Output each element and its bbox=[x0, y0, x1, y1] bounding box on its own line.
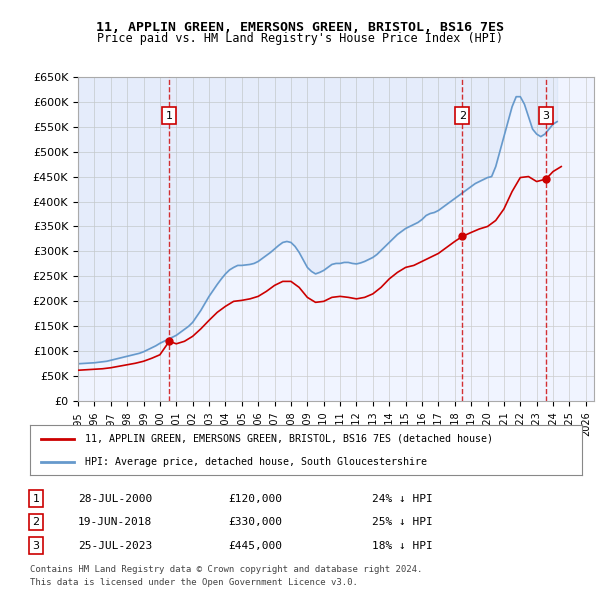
Text: 3: 3 bbox=[542, 111, 550, 120]
Text: 1: 1 bbox=[32, 494, 40, 503]
Text: £445,000: £445,000 bbox=[228, 541, 282, 550]
Text: 2: 2 bbox=[459, 111, 466, 120]
Text: 3: 3 bbox=[32, 541, 40, 550]
Text: 11, APPLIN GREEN, EMERSONS GREEN, BRISTOL, BS16 7ES: 11, APPLIN GREEN, EMERSONS GREEN, BRISTO… bbox=[96, 21, 504, 34]
Text: 24% ↓ HPI: 24% ↓ HPI bbox=[372, 494, 433, 503]
Text: 19-JUN-2018: 19-JUN-2018 bbox=[78, 517, 152, 527]
Text: £330,000: £330,000 bbox=[228, 517, 282, 527]
Text: Contains HM Land Registry data © Crown copyright and database right 2024.: Contains HM Land Registry data © Crown c… bbox=[30, 565, 422, 574]
Text: 18% ↓ HPI: 18% ↓ HPI bbox=[372, 541, 433, 550]
Text: £120,000: £120,000 bbox=[228, 494, 282, 503]
Text: 25% ↓ HPI: 25% ↓ HPI bbox=[372, 517, 433, 527]
Text: 2: 2 bbox=[32, 517, 40, 527]
Text: 11, APPLIN GREEN, EMERSONS GREEN, BRISTOL, BS16 7ES (detached house): 11, APPLIN GREEN, EMERSONS GREEN, BRISTO… bbox=[85, 434, 493, 444]
Text: Price paid vs. HM Land Registry's House Price Index (HPI): Price paid vs. HM Land Registry's House … bbox=[97, 32, 503, 45]
Text: 1: 1 bbox=[166, 111, 173, 120]
Text: 25-JUL-2023: 25-JUL-2023 bbox=[78, 541, 152, 550]
Text: 28-JUL-2000: 28-JUL-2000 bbox=[78, 494, 152, 503]
Text: This data is licensed under the Open Government Licence v3.0.: This data is licensed under the Open Gov… bbox=[30, 578, 358, 588]
Text: HPI: Average price, detached house, South Gloucestershire: HPI: Average price, detached house, Sout… bbox=[85, 457, 427, 467]
